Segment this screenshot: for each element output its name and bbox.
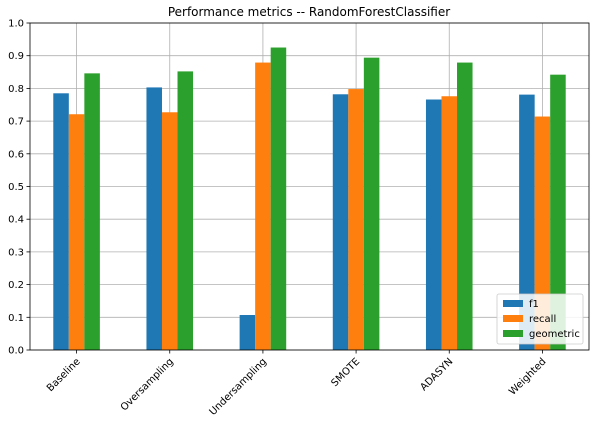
y-tick-label: 0.5	[8, 182, 24, 193]
bars	[53, 47, 566, 351]
legend-swatch-geometric	[503, 330, 523, 337]
y-tick-label: 0.2	[8, 280, 24, 291]
y-tick-label: 0.0	[8, 346, 24, 357]
legend: f1 recall geometric	[496, 293, 584, 345]
x-tick-label: SMOTE	[329, 356, 362, 389]
bar-f1-smote	[332, 94, 349, 350]
bar-f1-weighted	[519, 94, 535, 350]
y-tick-label: 0.6	[8, 149, 24, 160]
bar-f1-oversampling	[146, 87, 162, 350]
y-tick-label: 0.8	[8, 84, 24, 95]
y-tick-label: 0.1	[8, 313, 24, 324]
y-tick-label: 0.4	[8, 215, 24, 226]
legend-label-recall: recall	[529, 314, 556, 325]
bar-recall-weighted	[534, 116, 551, 350]
bar-f1-adasyn	[425, 99, 442, 350]
plot-frame	[29, 22, 590, 351]
legend-swatch-f1	[503, 300, 523, 307]
legend-swatch-recall	[503, 315, 523, 322]
bar-geometric-baseline	[84, 73, 100, 350]
bar-recall-undersampling	[255, 62, 271, 350]
chart-title: Performance metrics -- RandomForestClass…	[168, 5, 450, 19]
bar-geometric-oversampling	[177, 71, 194, 351]
y-tick-label: 0.9	[8, 51, 24, 62]
x-tick-label: ADASYN	[418, 356, 455, 393]
y-tick-label: 1.0	[8, 19, 24, 30]
x-tick-label: Baseline	[45, 356, 83, 394]
bar-recall-baseline	[68, 114, 85, 350]
bar-geometric-undersampling	[270, 47, 287, 351]
bar-f1-undersampling	[239, 315, 256, 350]
bar-geometric-weighted	[550, 74, 566, 350]
legend-label-geometric: geometric	[529, 329, 580, 340]
bar-recall-adasyn	[441, 96, 458, 350]
bar-geometric-adasyn	[457, 62, 473, 350]
x-tick-label: Weighted	[507, 356, 548, 397]
x-tick-label: Undersampling	[208, 356, 269, 417]
bar-geometric-smote	[363, 57, 380, 351]
bar-f1-baseline	[53, 93, 69, 351]
bar-recall-smote	[348, 89, 364, 350]
legend-label-f1: f1	[529, 299, 539, 310]
x-tick-label: Oversampling	[119, 356, 176, 413]
y-tick-label: 0.7	[8, 117, 24, 128]
y-tick-label: 0.3	[8, 247, 24, 258]
bar-recall-oversampling	[161, 112, 178, 351]
